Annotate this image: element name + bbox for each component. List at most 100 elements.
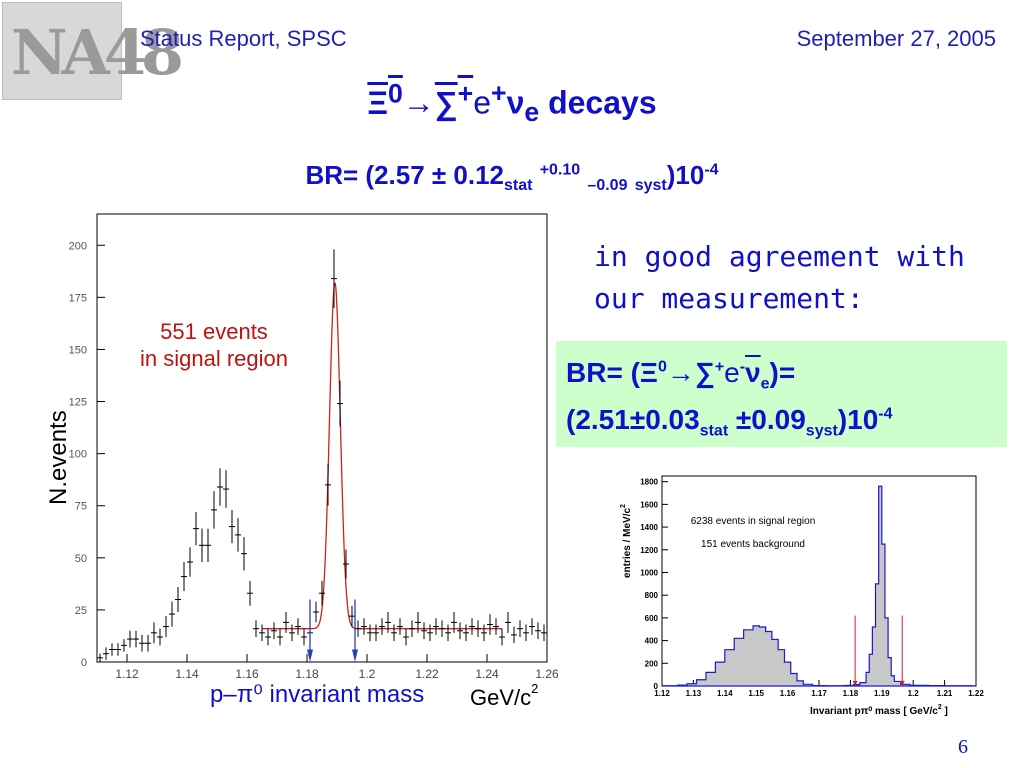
br-main-stat: stat <box>504 177 533 195</box>
title-xi-sup: 0 <box>387 78 403 108</box>
chart2-y-tick-label: 600 <box>645 614 659 623</box>
br-main-suffix: )10 <box>666 160 705 190</box>
chart1-x-label: p–π⁰ invariant mass <box>210 681 424 708</box>
chart2-x-label-sup: 2 <box>938 704 942 711</box>
header-left-text: Status Report, SPSC <box>140 26 347 51</box>
chart1-x-tick-label: 1.12 <box>115 667 139 681</box>
chart2-x-label: Invariant pπ⁰ mass [ GeV/c2 ] <box>810 704 948 717</box>
chart2-x-tick-label: 1.19 <box>874 689 890 698</box>
br-meas-arrow: → <box>666 357 695 388</box>
chart2-y-tick-label: 1600 <box>640 500 658 509</box>
chart2-annotation-line-2: 151 events background <box>701 539 805 550</box>
chart2-x-tick-label: 1.18 <box>843 689 859 698</box>
chart2-x-tick-label: 1.12 <box>654 689 670 698</box>
chart2-y-tick-label: 1800 <box>640 478 658 487</box>
chart1-data-points <box>97 249 547 662</box>
title-sigma-sup: + <box>457 78 474 108</box>
chart1-annotation-line-2: in signal region <box>140 346 288 371</box>
agreement-text: in good agreement with our measurement: <box>594 236 1014 320</box>
na48-logo: NA48 <box>2 2 184 100</box>
chart1-x-unit-sup: 2 <box>531 681 538 696</box>
chart1-y-tick-label: 25 <box>75 605 87 617</box>
chart2-y-label-base: entries / MeV/c <box>622 508 633 578</box>
title-e-sup: + <box>490 78 507 108</box>
chart2-x-tick-label: 1.13 <box>686 689 702 698</box>
br-measurement-line-1: BR= (Ξ0→∑+e-νe)= <box>566 357 795 394</box>
br-meas-sigma-sup: + <box>714 358 725 376</box>
br-meas-e: e <box>724 357 740 388</box>
br-meas-xi-sup: 0 <box>657 358 667 376</box>
chart2-y-tick-label: 400 <box>645 637 659 646</box>
na48-mass-histogram: 0 200 400 600 800 1000 1200 1400 1600 1800 1.12 1.1… <box>620 475 984 717</box>
chart1-y-tick-label: 125 <box>69 397 87 409</box>
br-meas-sigma: ∑ <box>694 357 715 388</box>
chart2-y-tick-label: 1400 <box>640 523 658 532</box>
header-date: September 27, 2005 <box>796 26 996 51</box>
chart1-frame <box>96 213 548 663</box>
chart2-x-tick-label: 1.21 <box>937 689 953 698</box>
chart2-y-label-sup: 2 <box>620 504 627 508</box>
chart1-y-tick-label: 100 <box>69 449 87 461</box>
chart1-x-unit-base: GeV/c <box>470 685 531 710</box>
chart2-tick-labels: 0 200 400 600 800 1000 1200 1400 1600 1800 1.12 1.1… <box>640 478 984 698</box>
br-main-exp: -4 <box>704 161 719 179</box>
chart1-y-tick-label: 200 <box>69 240 87 252</box>
chart2-histogram <box>661 485 977 687</box>
title-xi-symbol: Ξ <box>367 84 388 121</box>
measurement-box <box>556 341 1007 447</box>
agreement-line-2: our measurement: <box>594 282 864 315</box>
chart2-x-tick-label: 1.16 <box>780 689 796 698</box>
chart1-annotation-line-1: 551 events <box>160 319 268 344</box>
chart1-window-arrow-head <box>352 649 358 662</box>
br-meas-prefix: BR= ( <box>566 357 640 388</box>
chart1-x-unit: GeV/c2 <box>470 681 538 710</box>
chart2-window-arrow-head <box>899 680 905 686</box>
logo-text: NA48 <box>11 16 184 89</box>
chart2-frame <box>661 475 977 687</box>
chart1-y-tick-label: 175 <box>69 292 87 304</box>
chart1-axes <box>96 213 548 663</box>
chart1-y-tick-label: 150 <box>69 344 87 356</box>
br-meas-xi: Ξ <box>639 357 658 388</box>
chart2-window-arrow-head <box>852 680 858 686</box>
chart2-y-tick-label: 0 <box>654 682 659 691</box>
br-meas2-suffix: )10 <box>837 404 879 435</box>
chart2-axes <box>661 475 977 687</box>
title-e: e <box>473 84 491 121</box>
chart2-x-tick-label: 1.2 <box>908 689 920 698</box>
chart2-y-tick-label: 1200 <box>640 546 658 555</box>
chart2-x-label-end: ] <box>942 706 948 717</box>
title-sigma: ∑+ <box>434 78 473 121</box>
br-ktev-result: BR= (2.57 ± 0.12stat +0.10 –0.09 syst)10… <box>0 160 1024 195</box>
br-meas-e-sup: - <box>739 358 746 376</box>
br-meas2-syst-val: ±0.09 <box>728 404 806 435</box>
chart2-x-tick-label: 1.22 <box>968 689 984 698</box>
chart1-x-tick-label: 1.24 <box>475 667 499 681</box>
chart1-y-tick-label: 50 <box>75 553 87 565</box>
chart1-x-tick-label: 1.16 <box>235 667 259 681</box>
chart2-y-label: entries / MeV/c2 <box>620 504 633 578</box>
br-main-value: 2.57 ± 0.12 <box>374 160 505 190</box>
br-meas2-exp: -4 <box>878 405 893 423</box>
br-meas2-value: 2.51±0.03 <box>575 404 700 435</box>
br-main-syst-down: –0.09 <box>587 177 628 195</box>
br-main-syst-up: +0.10 <box>539 161 581 179</box>
chart2-x-tick-label: 1.14 <box>717 689 733 698</box>
chart2-y-tick-label: 800 <box>645 591 659 600</box>
br-measurement-line-2: (2.51±0.03stat ±0.09syst)10-4 <box>566 404 893 441</box>
br-meas2-prefix: ( <box>566 404 576 435</box>
chart2-x-tick-label: 1.15 <box>748 689 764 698</box>
chart2-x-label-base: Invariant pπ⁰ mass [ GeV/c <box>810 706 938 717</box>
title-sigma-symbol: ∑ <box>434 84 458 121</box>
br-meas-close: )= <box>769 357 796 388</box>
title-word: decays <box>548 84 657 121</box>
chart1-y-tick-label: 0 <box>81 657 87 669</box>
chart1-x-tick-label: 1.22 <box>415 667 439 681</box>
page-number: 6 <box>958 736 968 758</box>
chart1-fit-curve <box>262 282 502 630</box>
chart1-window-arrow-head <box>307 649 313 662</box>
br-meas-nu-sub: e <box>760 375 770 393</box>
br-main-prefix: BR= ( <box>305 160 375 190</box>
slide-title: Ξ0→∑+e+νe decays <box>0 78 1024 128</box>
chart1-x-tick-label: 1.2 <box>359 667 376 681</box>
